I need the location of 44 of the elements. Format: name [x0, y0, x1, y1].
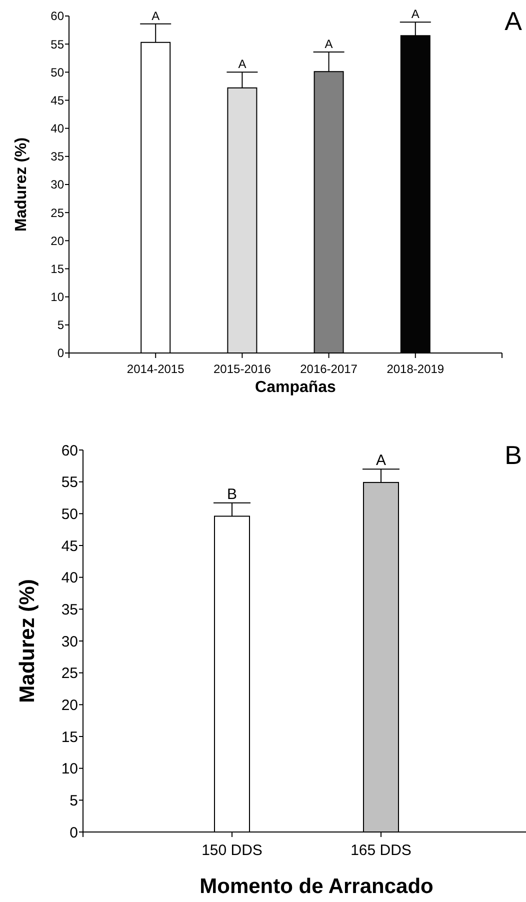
y-tick-label: 60	[61, 442, 78, 460]
y-tick-label: 25	[50, 206, 64, 220]
y-tick-label: 25	[61, 665, 78, 682]
x-axis-title: Campañas	[255, 379, 336, 396]
y-tick-label: 35	[61, 601, 78, 618]
y-tick-label: 0	[70, 824, 78, 842]
x-tick-label: 2016-2017	[300, 362, 358, 376]
annotation: B	[226, 486, 238, 503]
annotation: A	[152, 8, 160, 23]
y-tick-label: 55	[61, 474, 78, 492]
chart-title: B	[504, 440, 522, 470]
x-tick-label: 2018-2019	[386, 362, 444, 376]
chart-title: A	[504, 6, 523, 36]
y-tick-label: 55	[50, 37, 64, 52]
annotation: A	[324, 36, 333, 51]
y-tick-label: 5	[70, 792, 78, 810]
y-tick-label: 40	[50, 122, 64, 136]
y-tick-label: 45	[50, 93, 64, 108]
y-tick-label: 20	[61, 696, 78, 714]
y-tick-label: 50	[50, 65, 64, 80]
x-tick-label: 2014-2015	[126, 362, 185, 376]
y-tick-label: 35	[50, 150, 64, 164]
y-tick-label: 45	[61, 538, 78, 555]
y-tick-label: 15	[50, 262, 64, 276]
y-tick-label: 60	[50, 9, 64, 24]
y-tick-label: 10	[61, 760, 78, 778]
x-tick-label: 2015-2016	[214, 362, 272, 376]
y-tick-label: 50	[61, 506, 78, 523]
x-tick-label: 150 DDS	[202, 842, 262, 859]
annotation: A	[411, 7, 420, 22]
y-axis-title: Madurez (%)	[16, 579, 39, 703]
x-axis-title: Momento de Arrancado	[200, 875, 434, 898]
annotation: A	[238, 57, 246, 72]
y-tick-label: 5	[57, 318, 64, 332]
y-tick-label: 40	[61, 570, 78, 587]
y-tick-label: 0	[57, 346, 64, 360]
x-tick-label: 165 DDS	[350, 842, 412, 859]
y-tick-label: 30	[61, 633, 78, 650]
annotation: A	[376, 452, 386, 470]
y-tick-label: 15	[61, 728, 78, 746]
y-tick-label: 10	[50, 290, 64, 304]
y-tick-label: 30	[50, 178, 64, 192]
y-axis-title: Madurez (%)	[13, 137, 30, 232]
y-tick-label: 20	[50, 234, 64, 248]
